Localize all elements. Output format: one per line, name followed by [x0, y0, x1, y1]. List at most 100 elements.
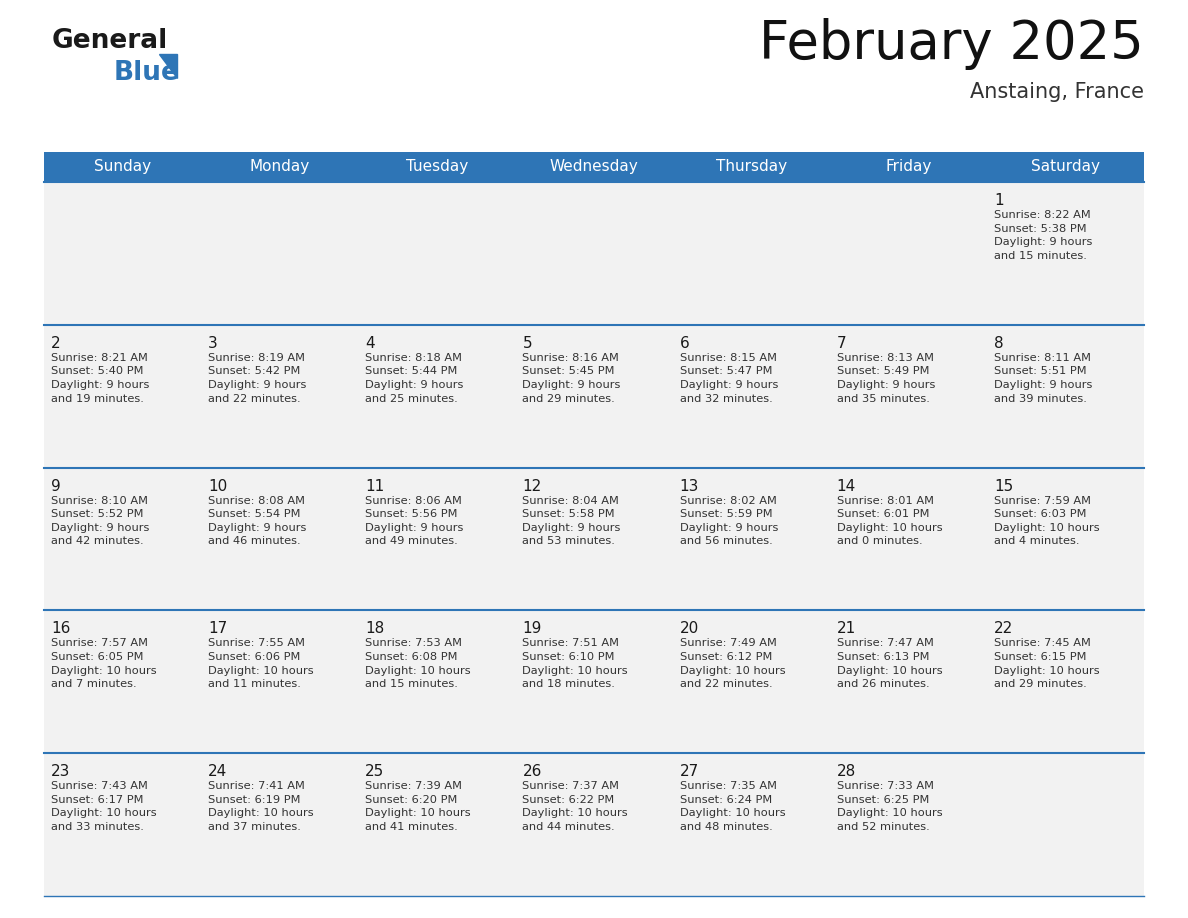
Text: 22: 22 [994, 621, 1013, 636]
Text: Sunrise: 7:41 AM
Sunset: 6:19 PM
Daylight: 10 hours
and 37 minutes.: Sunrise: 7:41 AM Sunset: 6:19 PM Dayligh… [208, 781, 314, 832]
Text: 14: 14 [836, 478, 857, 494]
Text: Sunrise: 8:22 AM
Sunset: 5:38 PM
Daylight: 9 hours
and 15 minutes.: Sunrise: 8:22 AM Sunset: 5:38 PM Dayligh… [994, 210, 1092, 261]
Text: Sunrise: 8:21 AM
Sunset: 5:40 PM
Daylight: 9 hours
and 19 minutes.: Sunrise: 8:21 AM Sunset: 5:40 PM Dayligh… [51, 353, 150, 404]
Bar [359, 325, 516, 467]
Text: 2: 2 [51, 336, 61, 351]
Text: Sunrise: 8:04 AM
Sunset: 5:58 PM
Daylight: 9 hours
and 53 minutes.: Sunrise: 8:04 AM Sunset: 5:58 PM Dayligh… [523, 496, 621, 546]
Text: Sunrise: 8:10 AM
Sunset: 5:52 PM
Daylight: 9 hours
and 42 minutes.: Sunrise: 8:10 AM Sunset: 5:52 PM Dayligh… [51, 496, 150, 546]
Bar [359, 467, 516, 610]
Bar [516, 610, 672, 753]
Bar [987, 610, 1144, 753]
Text: Sunday: Sunday [94, 160, 151, 174]
Bar [672, 610, 829, 753]
Bar [44, 467, 201, 610]
Text: Sunrise: 7:51 AM
Sunset: 6:10 PM
Daylight: 10 hours
and 18 minutes.: Sunrise: 7:51 AM Sunset: 6:10 PM Dayligh… [523, 638, 628, 689]
Text: Sunrise: 8:06 AM
Sunset: 5:56 PM
Daylight: 9 hours
and 49 minutes.: Sunrise: 8:06 AM Sunset: 5:56 PM Dayligh… [365, 496, 463, 546]
Text: Sunrise: 8:16 AM
Sunset: 5:45 PM
Daylight: 9 hours
and 29 minutes.: Sunrise: 8:16 AM Sunset: 5:45 PM Dayligh… [523, 353, 621, 404]
Bar [987, 467, 1144, 610]
Text: 17: 17 [208, 621, 227, 636]
Text: 3: 3 [208, 336, 217, 351]
Text: Sunrise: 8:02 AM
Sunset: 5:59 PM
Daylight: 9 hours
and 56 minutes.: Sunrise: 8:02 AM Sunset: 5:59 PM Dayligh… [680, 496, 778, 546]
Text: February 2025: February 2025 [759, 18, 1144, 70]
Text: 24: 24 [208, 764, 227, 779]
Text: Sunrise: 7:43 AM
Sunset: 6:17 PM
Daylight: 10 hours
and 33 minutes.: Sunrise: 7:43 AM Sunset: 6:17 PM Dayligh… [51, 781, 157, 832]
Text: Sunrise: 7:49 AM
Sunset: 6:12 PM
Daylight: 10 hours
and 22 minutes.: Sunrise: 7:49 AM Sunset: 6:12 PM Dayligh… [680, 638, 785, 689]
Text: Sunrise: 7:47 AM
Sunset: 6:13 PM
Daylight: 10 hours
and 26 minutes.: Sunrise: 7:47 AM Sunset: 6:13 PM Dayligh… [836, 638, 942, 689]
Text: 20: 20 [680, 621, 699, 636]
Text: Sunrise: 7:53 AM
Sunset: 6:08 PM
Daylight: 10 hours
and 15 minutes.: Sunrise: 7:53 AM Sunset: 6:08 PM Dayligh… [365, 638, 470, 689]
Text: Sunrise: 7:57 AM
Sunset: 6:05 PM
Daylight: 10 hours
and 7 minutes.: Sunrise: 7:57 AM Sunset: 6:05 PM Dayligh… [51, 638, 157, 689]
Text: Sunrise: 7:55 AM
Sunset: 6:06 PM
Daylight: 10 hours
and 11 minutes.: Sunrise: 7:55 AM Sunset: 6:06 PM Dayligh… [208, 638, 314, 689]
Text: Friday: Friday [885, 160, 931, 174]
Text: Sunrise: 7:45 AM
Sunset: 6:15 PM
Daylight: 10 hours
and 29 minutes.: Sunrise: 7:45 AM Sunset: 6:15 PM Dayligh… [994, 638, 1099, 689]
Bar [201, 467, 359, 610]
Bar [516, 325, 672, 467]
Text: 6: 6 [680, 336, 689, 351]
Text: 18: 18 [365, 621, 385, 636]
Bar [359, 182, 516, 325]
Text: 12: 12 [523, 478, 542, 494]
Text: Sunrise: 7:35 AM
Sunset: 6:24 PM
Daylight: 10 hours
and 48 minutes.: Sunrise: 7:35 AM Sunset: 6:24 PM Dayligh… [680, 781, 785, 832]
Bar [201, 182, 359, 325]
Bar [516, 467, 672, 610]
Text: Sunrise: 8:08 AM
Sunset: 5:54 PM
Daylight: 9 hours
and 46 minutes.: Sunrise: 8:08 AM Sunset: 5:54 PM Dayligh… [208, 496, 307, 546]
Text: 25: 25 [365, 764, 385, 779]
Text: Sunrise: 8:15 AM
Sunset: 5:47 PM
Daylight: 9 hours
and 32 minutes.: Sunrise: 8:15 AM Sunset: 5:47 PM Dayligh… [680, 353, 778, 404]
Bar [44, 753, 201, 896]
Bar [201, 325, 359, 467]
Text: Sunrise: 7:37 AM
Sunset: 6:22 PM
Daylight: 10 hours
and 44 minutes.: Sunrise: 7:37 AM Sunset: 6:22 PM Dayligh… [523, 781, 628, 832]
Bar [201, 753, 359, 896]
Bar [987, 753, 1144, 896]
Bar [672, 467, 829, 610]
Bar [829, 325, 987, 467]
Bar [44, 152, 1144, 182]
Text: Anstaing, France: Anstaing, France [969, 82, 1144, 102]
Bar [829, 467, 987, 610]
Text: 15: 15 [994, 478, 1013, 494]
Text: 9: 9 [51, 478, 61, 494]
Text: 5: 5 [523, 336, 532, 351]
Text: Saturday: Saturday [1031, 160, 1100, 174]
Bar [829, 753, 987, 896]
Text: 11: 11 [365, 478, 385, 494]
Bar [987, 182, 1144, 325]
Bar [516, 182, 672, 325]
Bar [987, 325, 1144, 467]
Text: 4: 4 [365, 336, 375, 351]
Text: Wednesday: Wednesday [550, 160, 638, 174]
Bar [359, 610, 516, 753]
Text: Monday: Monday [249, 160, 310, 174]
Text: Sunrise: 8:11 AM
Sunset: 5:51 PM
Daylight: 9 hours
and 39 minutes.: Sunrise: 8:11 AM Sunset: 5:51 PM Dayligh… [994, 353, 1092, 404]
Text: 7: 7 [836, 336, 846, 351]
Text: 19: 19 [523, 621, 542, 636]
Text: 1: 1 [994, 193, 1004, 208]
Bar [44, 610, 201, 753]
Text: 28: 28 [836, 764, 857, 779]
Bar [672, 753, 829, 896]
Text: Thursday: Thursday [715, 160, 786, 174]
Bar [44, 325, 201, 467]
Text: Sunrise: 8:18 AM
Sunset: 5:44 PM
Daylight: 9 hours
and 25 minutes.: Sunrise: 8:18 AM Sunset: 5:44 PM Dayligh… [365, 353, 463, 404]
Text: Sunrise: 8:19 AM
Sunset: 5:42 PM
Daylight: 9 hours
and 22 minutes.: Sunrise: 8:19 AM Sunset: 5:42 PM Dayligh… [208, 353, 307, 404]
Text: 27: 27 [680, 764, 699, 779]
Bar [829, 182, 987, 325]
Text: Sunrise: 8:01 AM
Sunset: 6:01 PM
Daylight: 10 hours
and 0 minutes.: Sunrise: 8:01 AM Sunset: 6:01 PM Dayligh… [836, 496, 942, 546]
Bar [359, 753, 516, 896]
Text: Sunrise: 7:39 AM
Sunset: 6:20 PM
Daylight: 10 hours
and 41 minutes.: Sunrise: 7:39 AM Sunset: 6:20 PM Dayligh… [365, 781, 470, 832]
Text: 26: 26 [523, 764, 542, 779]
Text: Sunrise: 8:13 AM
Sunset: 5:49 PM
Daylight: 9 hours
and 35 minutes.: Sunrise: 8:13 AM Sunset: 5:49 PM Dayligh… [836, 353, 935, 404]
Text: Sunrise: 7:59 AM
Sunset: 6:03 PM
Daylight: 10 hours
and 4 minutes.: Sunrise: 7:59 AM Sunset: 6:03 PM Dayligh… [994, 496, 1099, 546]
Bar [44, 182, 201, 325]
Text: 16: 16 [51, 621, 70, 636]
Bar [516, 753, 672, 896]
Bar [201, 610, 359, 753]
Polygon shape [159, 54, 177, 78]
Text: 10: 10 [208, 478, 227, 494]
Text: Sunrise: 7:33 AM
Sunset: 6:25 PM
Daylight: 10 hours
and 52 minutes.: Sunrise: 7:33 AM Sunset: 6:25 PM Dayligh… [836, 781, 942, 832]
Text: 8: 8 [994, 336, 1004, 351]
Text: 23: 23 [51, 764, 70, 779]
Bar [829, 610, 987, 753]
Text: 13: 13 [680, 478, 699, 494]
Text: 21: 21 [836, 621, 857, 636]
Text: General: General [52, 28, 169, 54]
